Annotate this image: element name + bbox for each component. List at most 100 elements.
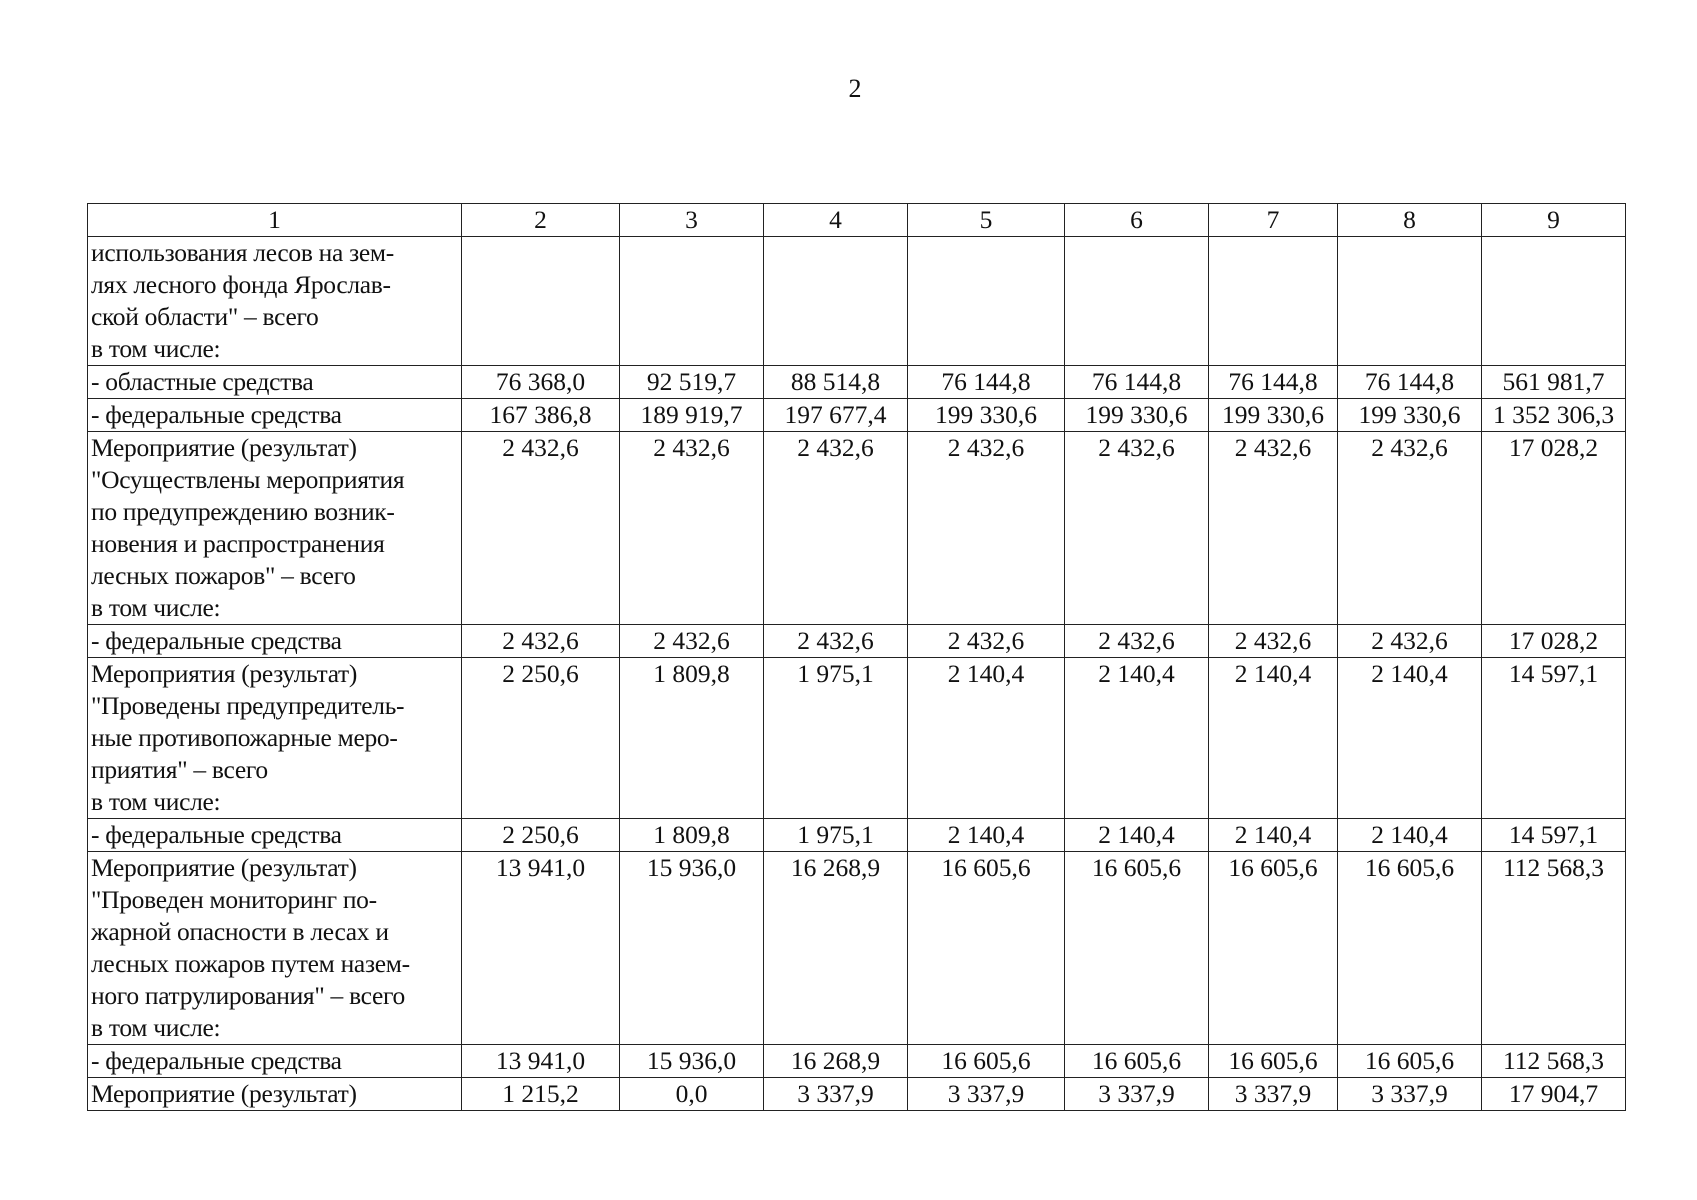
table-cell: 2 432,6 [1064, 624, 1209, 658]
row-label: - областные средства [87, 365, 462, 399]
table-cell: 17 028,2 [1481, 624, 1626, 658]
table-cell: 199 330,6 [1064, 398, 1209, 432]
row-label: - федеральные средства [87, 398, 462, 432]
table-cell: 2 432,6 [461, 624, 620, 658]
table-row: использования лесов на зем- лях лесного … [87, 236, 1626, 366]
table-cell: 16 268,9 [763, 1044, 908, 1078]
table-cell: 76 144,8 [907, 365, 1065, 399]
table-cell: 16 268,9 [763, 851, 908, 1045]
table-cell: 16 605,6 [1064, 851, 1209, 1045]
table-cell: 167 386,8 [461, 398, 620, 432]
table-row: Мероприятия (результат) "Проведены преду… [87, 657, 1626, 819]
table-cell: 16 605,6 [1208, 1044, 1338, 1078]
table-cell: 2 432,6 [1337, 624, 1482, 658]
column-header: 9 [1481, 203, 1626, 237]
row-label: Мероприятия (результат) "Проведены преду… [87, 657, 462, 819]
table-cell: 2 432,6 [907, 624, 1065, 658]
table-cell: 2 432,6 [619, 431, 764, 625]
row-label: - федеральные средства [87, 624, 462, 658]
table-row: Мероприятие (результат) "Осуществлены ме… [87, 431, 1626, 625]
table-cell: 199 330,6 [1208, 398, 1338, 432]
table-cell [1481, 236, 1626, 366]
column-header: 8 [1337, 203, 1482, 237]
funding-table: 1 2 3 4 5 6 7 8 9 использования лесов на зем- лях… [87, 203, 1626, 1111]
table-cell: 2 250,6 [461, 818, 620, 852]
table-cell: 189 919,7 [619, 398, 764, 432]
table-cell: 2 432,6 [1337, 431, 1482, 625]
page-number: 2 [848, 74, 862, 103]
table-cell: 2 140,4 [907, 657, 1065, 819]
table-cell: 15 936,0 [619, 1044, 764, 1078]
table-cell: 561 981,7 [1481, 365, 1626, 399]
table-row: - федеральные средства 2 250,6 1 809,8 1 97… [87, 818, 1626, 852]
table-cell: 2 250,6 [461, 657, 620, 819]
row-label: использования лесов на зем- лях лесного … [87, 236, 462, 366]
table-cell: 76 144,8 [1208, 365, 1338, 399]
table-cell: 1 352 306,3 [1481, 398, 1626, 432]
table-cell: 2 140,4 [1064, 657, 1209, 819]
table-cell: 15 936,0 [619, 851, 764, 1045]
table-cell [1337, 236, 1482, 366]
table-cell [619, 236, 764, 366]
table-cell: 2 432,6 [461, 431, 620, 625]
row-label: - федеральные средства [87, 818, 462, 852]
table-cell: 1 215,2 [461, 1077, 620, 1111]
column-header: 4 [763, 203, 908, 237]
table-cell: 76 144,8 [1337, 365, 1482, 399]
table-cell: 112 568,3 [1481, 851, 1626, 1045]
table-cell: 2 140,4 [1208, 657, 1338, 819]
table-cell: 16 605,6 [1208, 851, 1338, 1045]
column-header: 1 [87, 203, 462, 237]
column-header: 5 [907, 203, 1065, 237]
table-row: - федеральные средства 167 386,8 189 919,7… [87, 398, 1626, 432]
table-cell: 2 432,6 [1208, 624, 1338, 658]
table-cell: 2 432,6 [763, 431, 908, 625]
table-cell: 16 605,6 [907, 1044, 1065, 1078]
table-cell: 3 337,9 [763, 1077, 908, 1111]
table-cell: 76 144,8 [1064, 365, 1209, 399]
table-cell: 14 597,1 [1481, 657, 1626, 819]
table-row: - федеральные средства 13 941,0 15 936,0 16… [87, 1044, 1626, 1078]
table-cell: 0,0 [619, 1077, 764, 1111]
table-cell: 2 140,4 [1208, 818, 1338, 852]
table-cell: 2 140,4 [1337, 657, 1482, 819]
column-header: 6 [1064, 203, 1209, 237]
table-cell: 13 941,0 [461, 851, 620, 1045]
table-cell: 2 432,6 [1208, 431, 1338, 625]
table-cell: 17 028,2 [1481, 431, 1626, 625]
table-cell: 1 975,1 [763, 818, 908, 852]
table-cell: 3 337,9 [1064, 1077, 1209, 1111]
row-label: - федеральные средства [87, 1044, 462, 1078]
table-cell: 16 605,6 [907, 851, 1065, 1045]
table-cell: 14 597,1 [1481, 818, 1626, 852]
table-cell: 3 337,9 [1337, 1077, 1482, 1111]
table-cell: 13 941,0 [461, 1044, 620, 1078]
table-cell: 199 330,6 [1337, 398, 1482, 432]
table-row: - областные средства 76 368,0 92 519,7 88 5… [87, 365, 1626, 399]
table-cell: 2 140,4 [1337, 818, 1482, 852]
table-cell: 1 809,8 [619, 818, 764, 852]
table-cell: 197 677,4 [763, 398, 908, 432]
table-cell: 92 519,7 [619, 365, 764, 399]
table-cell: 16 605,6 [1064, 1044, 1209, 1078]
table-cell: 199 330,6 [907, 398, 1065, 432]
table-cell: 2 140,4 [1064, 818, 1209, 852]
table-cell: 1 809,8 [619, 657, 764, 819]
table-cell [907, 236, 1065, 366]
table-cell: 2 432,6 [763, 624, 908, 658]
table-cell: 2 432,6 [907, 431, 1065, 625]
table-cell: 76 368,0 [461, 365, 620, 399]
table-cell: 3 337,9 [907, 1077, 1065, 1111]
column-header: 2 [461, 203, 620, 237]
table-cell [1064, 236, 1209, 366]
column-header: 3 [619, 203, 764, 237]
table-cell: 2 432,6 [619, 624, 764, 658]
table-cell: 2 140,4 [907, 818, 1065, 852]
table-cell: 16 605,6 [1337, 1044, 1482, 1078]
table-cell: 88 514,8 [763, 365, 908, 399]
table-cell [1208, 236, 1338, 366]
table-cell: 2 432,6 [1064, 431, 1209, 625]
table-cell: 3 337,9 [1208, 1077, 1338, 1111]
row-label: Мероприятие (результат) "Проведен монито… [87, 851, 462, 1045]
